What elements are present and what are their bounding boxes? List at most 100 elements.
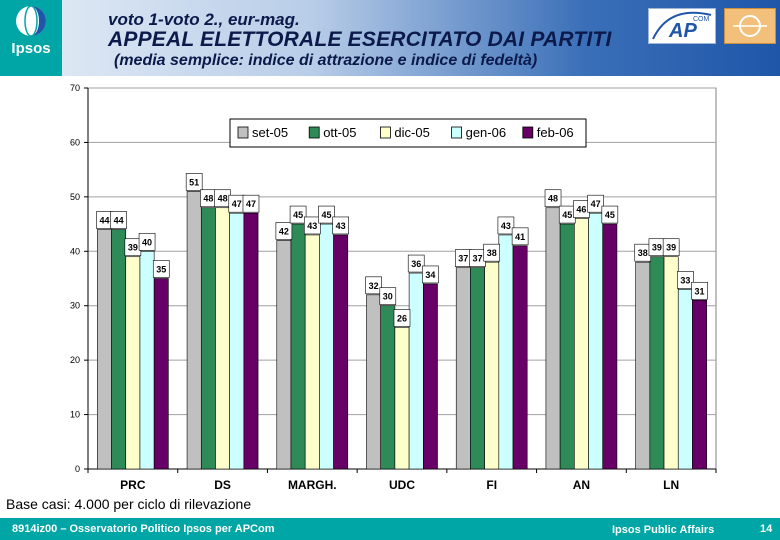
- data-label: 44: [114, 216, 124, 226]
- bar: [470, 267, 485, 470]
- bar: [422, 283, 438, 470]
- bar: [200, 207, 216, 470]
- bar: [97, 229, 112, 470]
- legend-label: feb-06: [537, 125, 574, 140]
- data-label: 47: [232, 199, 242, 209]
- data-label: 48: [218, 194, 228, 204]
- data-label: 46: [576, 205, 586, 215]
- data-label: 31: [695, 286, 705, 296]
- bar: [455, 267, 471, 470]
- chart-bars: [97, 191, 707, 470]
- legend-label: dic-05: [394, 125, 429, 140]
- data-label-box: [422, 265, 439, 284]
- data-label: 47: [591, 199, 601, 209]
- bar: [276, 240, 292, 470]
- data-label: 38: [638, 248, 648, 258]
- chart-labels: 0 10 20 30 40 50 60 70 PRC 44 44 39 40 35 DS 51 48 48 47 47…: [70, 83, 708, 492]
- bar: [380, 305, 396, 470]
- y-tick-label: 0: [75, 464, 80, 474]
- data-label: 41: [515, 232, 525, 242]
- legend-box: [229, 118, 587, 148]
- footer-note: Base casi: 4.000 per ciclo di rilevazion…: [6, 496, 252, 512]
- data-label-box: [365, 276, 382, 295]
- legend-swatch: [379, 126, 391, 139]
- data-label-box: [275, 222, 293, 240]
- bar: [319, 223, 334, 470]
- bar: [559, 223, 575, 470]
- bar: [649, 256, 665, 470]
- data-label: 26: [397, 313, 407, 323]
- y-tick-label: 20: [70, 355, 80, 365]
- chart-legend: set-05 ott-05 dic-05 gen-06 feb-06: [229, 118, 587, 148]
- bar: [692, 299, 707, 470]
- data-label: 37: [473, 254, 483, 264]
- bar: [574, 218, 589, 470]
- data-label: 45: [321, 210, 331, 220]
- bar: [139, 250, 155, 470]
- data-label-box: [691, 281, 708, 300]
- bar: [125, 256, 141, 470]
- bar: [394, 327, 410, 470]
- data-label-box: [152, 260, 170, 278]
- footer-bar: 8914iz00 – Osservatorio Politico Ipsos p…: [0, 518, 780, 540]
- apcom-logo-sup: COM: [693, 16, 710, 23]
- header-subtitle: voto 1-voto 2., eur-mag.: [108, 10, 300, 29]
- legend-swatch: [237, 126, 249, 139]
- category-label: LN: [663, 478, 679, 492]
- bar: [333, 234, 349, 470]
- apcom-logo-text: AP: [668, 20, 697, 42]
- data-label: 33: [680, 275, 690, 285]
- bar: [186, 191, 202, 470]
- partner-logo-graphic: [733, 15, 767, 37]
- bar: [290, 223, 306, 470]
- data-label: 38: [487, 248, 497, 258]
- y-tick-label: 30: [70, 301, 80, 311]
- footer-brand: Ipsos Public Affairs: [612, 524, 715, 536]
- data-label: 43: [501, 221, 511, 231]
- data-label-box: [138, 232, 156, 251]
- data-label: 44: [99, 216, 109, 226]
- apcom-logo-graphic: AP COM: [652, 11, 712, 42]
- category-label: PRC: [120, 478, 146, 492]
- data-label: 43: [307, 221, 317, 231]
- data-label-box: [110, 211, 127, 229]
- data-label: 35: [156, 265, 166, 275]
- data-label-box: [393, 309, 411, 327]
- data-label: 45: [293, 210, 303, 220]
- data-label: 40: [142, 237, 152, 247]
- bar: [229, 212, 245, 470]
- bar: [588, 212, 604, 470]
- data-label: 48: [548, 194, 558, 204]
- data-label: 32: [369, 281, 379, 291]
- logo-text: Ipsos: [11, 40, 51, 57]
- data-label: 45: [562, 210, 572, 220]
- footer-source: 8914iz00 – Osservatorio Politico Ipsos p…: [12, 523, 275, 535]
- data-label-box: [483, 243, 501, 262]
- category-label: AN: [573, 478, 590, 492]
- legend-label: gen-06: [466, 125, 506, 140]
- bar: [304, 234, 320, 470]
- data-label-box: [587, 194, 604, 213]
- page-number: 14: [760, 523, 773, 535]
- bar: [215, 207, 230, 470]
- data-label-box: [601, 205, 619, 224]
- ipsos-logo: Ipsos: [0, 0, 62, 76]
- category-label: MARGH.: [288, 478, 337, 492]
- bar: [602, 223, 618, 470]
- bar: [111, 229, 127, 470]
- data-label: 48: [203, 194, 213, 204]
- data-label: 36: [411, 259, 421, 269]
- legend-swatch: [308, 126, 320, 139]
- legend-swatch: [522, 126, 534, 139]
- y-tick-label: 40: [70, 246, 80, 256]
- bar: [635, 261, 651, 470]
- data-label-box: [303, 216, 321, 235]
- y-tick-label: 70: [70, 83, 80, 93]
- data-label-box: [511, 227, 529, 246]
- bar: [498, 234, 514, 470]
- apcom-logo: AP COM: [648, 8, 716, 44]
- bar: [366, 294, 381, 470]
- data-label: 47: [246, 199, 256, 209]
- data-label: 37: [458, 254, 468, 264]
- data-label: 39: [666, 243, 676, 253]
